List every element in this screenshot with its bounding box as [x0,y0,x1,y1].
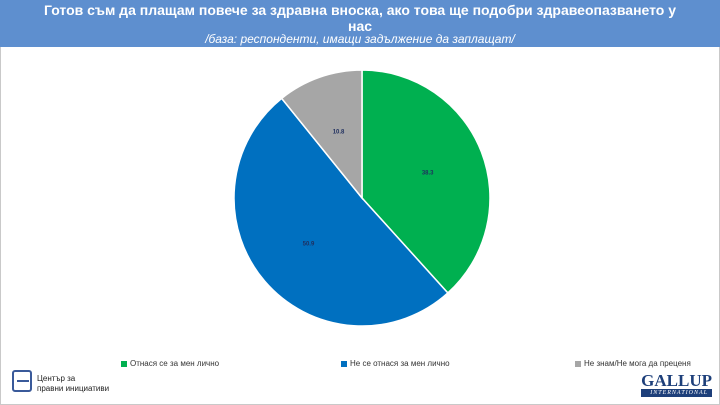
legend-item-not-personal: Не се отнася за мен лично [341,359,450,368]
slice-personal [361,69,491,295]
cli-org-line1: Център за [37,374,76,383]
chart-title: Готов съм да плащам повече за здравна вн… [43,2,677,34]
legend-item-personal: Отнася се за мен лично [121,359,219,368]
legend-swatch-not-personal [341,360,347,367]
legend-label-not-personal: Не се отнася за мен лично [350,359,450,368]
chart-legend: Отнася се за мен лично Не се отнася за м… [0,359,720,373]
cli-org-name: Център за правни инициативи [37,374,109,394]
gallup-logo: GALLUP INTERNATIONAL [641,372,712,397]
legend-label-personal: Отнася се за мен лично [130,359,220,368]
chart-subtitle: /база: респонденти, имащи задължение да … [205,32,515,46]
legend-label-dont-know: Не знам/Не мога да преценя [584,359,691,368]
label-dont-know: 10.8 [333,130,345,136]
legend-swatch-dont-know [575,360,581,367]
slice-dont-know [280,69,363,201]
legend-item-dont-know: Не знам/Не мога да преценя [575,359,691,368]
slice-not-personal [233,97,449,327]
label-personal: 38.3 [422,171,434,177]
cli-logo-mark-icon [12,370,32,392]
slide-header: Готов съм да плащам повече за здравна вн… [0,0,720,47]
pie-chart: 38.3 50.9 10.8 [233,69,491,327]
cli-logo: Център за правни инициативи [10,368,120,400]
cli-org-line2: правни инициативи [37,384,110,393]
gallup-subtitle: INTERNATIONAL [641,389,712,397]
legend-swatch-personal [121,360,127,367]
gallup-wordmark: GALLUP [641,371,712,390]
label-not-personal: 50.9 [303,242,315,248]
